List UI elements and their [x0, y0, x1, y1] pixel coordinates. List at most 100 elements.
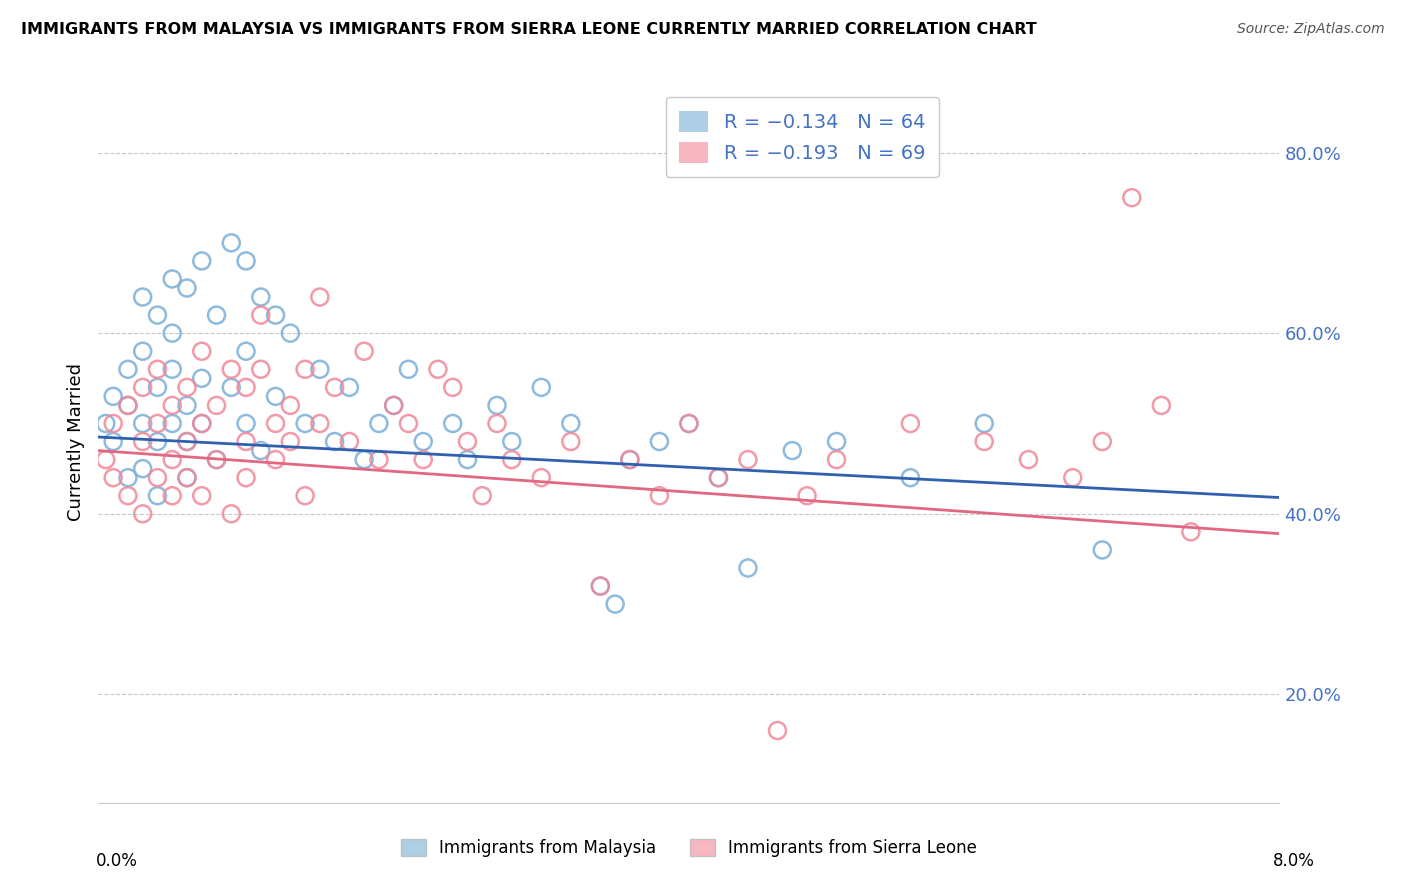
- Point: [235, 434, 257, 449]
- Point: [146, 471, 169, 485]
- Point: [619, 452, 641, 467]
- Point: [339, 380, 361, 394]
- Point: [280, 398, 302, 412]
- Point: [132, 417, 155, 431]
- Point: [309, 417, 332, 431]
- Point: [264, 308, 287, 322]
- Point: [103, 434, 125, 449]
- Point: [1091, 542, 1114, 557]
- Point: [162, 362, 183, 376]
- Point: [766, 723, 789, 738]
- Point: [1150, 398, 1173, 412]
- Point: [796, 489, 818, 503]
- Point: [146, 380, 169, 394]
- Point: [235, 417, 257, 431]
- Point: [280, 326, 302, 341]
- Point: [707, 471, 730, 485]
- Point: [117, 398, 139, 412]
- Point: [589, 579, 612, 593]
- Point: [132, 380, 155, 394]
- Point: [132, 344, 155, 359]
- Point: [648, 434, 671, 449]
- Point: [94, 417, 117, 431]
- Point: [648, 489, 671, 503]
- Point: [1180, 524, 1202, 539]
- Point: [176, 434, 198, 449]
- Point: [176, 398, 198, 412]
- Point: [1018, 452, 1040, 467]
- Point: [398, 417, 420, 431]
- Point: [250, 362, 273, 376]
- Point: [457, 452, 479, 467]
- Point: [1091, 434, 1114, 449]
- Point: [501, 452, 523, 467]
- Text: 0.0%: 0.0%: [96, 852, 138, 870]
- Point: [412, 434, 434, 449]
- Point: [191, 417, 214, 431]
- Point: [146, 362, 169, 376]
- Point: [132, 434, 155, 449]
- Point: [427, 362, 450, 376]
- Point: [162, 326, 183, 341]
- Point: [294, 362, 316, 376]
- Point: [973, 434, 995, 449]
- Point: [294, 417, 316, 431]
- Point: [589, 579, 612, 593]
- Point: [176, 380, 198, 394]
- Point: [900, 471, 922, 485]
- Point: [146, 489, 169, 503]
- Point: [382, 398, 405, 412]
- Point: [382, 398, 405, 412]
- Point: [782, 443, 804, 458]
- Point: [235, 253, 257, 268]
- Point: [737, 452, 759, 467]
- Point: [250, 308, 273, 322]
- Point: [117, 362, 139, 376]
- Point: [162, 417, 183, 431]
- Point: [176, 434, 198, 449]
- Point: [146, 434, 169, 449]
- Point: [471, 489, 494, 503]
- Point: [162, 489, 183, 503]
- Point: [132, 461, 155, 475]
- Point: [530, 471, 553, 485]
- Legend: Immigrants from Malaysia, Immigrants from Sierra Leone: Immigrants from Malaysia, Immigrants fro…: [391, 829, 987, 867]
- Point: [441, 380, 464, 394]
- Point: [560, 434, 582, 449]
- Point: [117, 489, 139, 503]
- Point: [162, 272, 183, 286]
- Point: [191, 371, 214, 385]
- Point: [205, 452, 228, 467]
- Point: [235, 344, 257, 359]
- Point: [205, 308, 228, 322]
- Point: [605, 597, 627, 611]
- Point: [398, 362, 420, 376]
- Point: [250, 443, 273, 458]
- Point: [146, 417, 169, 431]
- Point: [368, 417, 391, 431]
- Point: [486, 417, 509, 431]
- Point: [176, 471, 198, 485]
- Point: [117, 471, 139, 485]
- Point: [264, 389, 287, 403]
- Point: [353, 452, 375, 467]
- Point: [94, 452, 117, 467]
- Point: [368, 452, 391, 467]
- Point: [323, 434, 346, 449]
- Point: [323, 380, 346, 394]
- Point: [176, 471, 198, 485]
- Point: [825, 434, 848, 449]
- Text: Source: ZipAtlas.com: Source: ZipAtlas.com: [1237, 22, 1385, 37]
- Point: [486, 398, 509, 412]
- Point: [501, 434, 523, 449]
- Point: [530, 380, 553, 394]
- Point: [205, 398, 228, 412]
- Point: [457, 434, 479, 449]
- Point: [619, 452, 641, 467]
- Point: [191, 253, 214, 268]
- Point: [103, 471, 125, 485]
- Point: [707, 471, 730, 485]
- Point: [117, 398, 139, 412]
- Point: [264, 417, 287, 431]
- Point: [221, 235, 243, 250]
